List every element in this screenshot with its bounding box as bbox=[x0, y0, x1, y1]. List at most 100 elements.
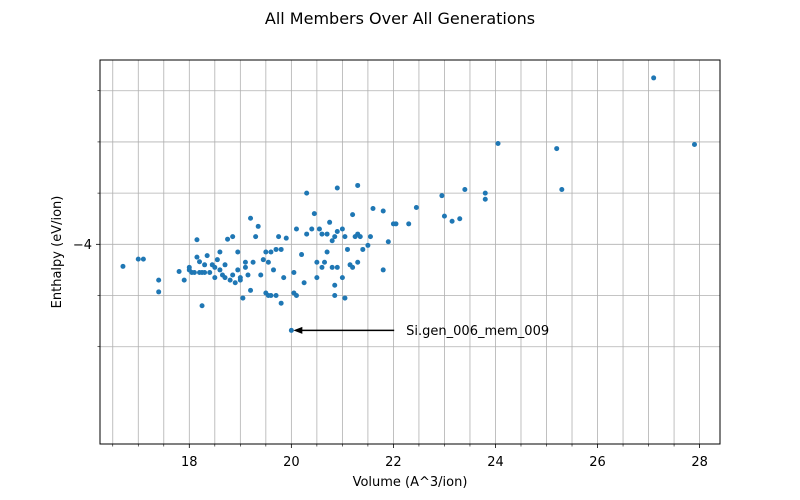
x-axis-label: Volume (A^3/ion) bbox=[353, 475, 468, 490]
data-point bbox=[332, 234, 338, 240]
data-point bbox=[199, 303, 205, 309]
data-point bbox=[230, 234, 236, 240]
data-point bbox=[344, 246, 350, 252]
data-point bbox=[283, 235, 289, 241]
data-point bbox=[293, 226, 299, 232]
data-point bbox=[334, 264, 340, 270]
data-point bbox=[245, 272, 251, 278]
data-point bbox=[176, 268, 182, 274]
data-point bbox=[365, 242, 371, 248]
data-point bbox=[355, 259, 361, 265]
data-point bbox=[406, 221, 412, 227]
data-point bbox=[385, 239, 391, 245]
data-point bbox=[691, 141, 697, 147]
x-tick-label: 24 bbox=[487, 455, 504, 470]
data-point bbox=[263, 249, 269, 255]
data-point bbox=[120, 263, 126, 269]
data-point bbox=[339, 275, 345, 281]
data-point bbox=[270, 267, 276, 273]
data-point bbox=[339, 226, 345, 232]
data-point bbox=[311, 211, 317, 217]
data-point bbox=[230, 272, 236, 278]
data-point bbox=[441, 213, 447, 219]
data-point bbox=[227, 277, 233, 283]
data-point bbox=[559, 187, 565, 193]
data-point bbox=[314, 275, 320, 281]
data-points bbox=[120, 75, 697, 333]
data-point bbox=[355, 182, 361, 188]
annotation: Si.gen_006_mem_009 bbox=[293, 324, 549, 339]
data-point bbox=[248, 215, 254, 221]
annotation-label: Si.gen_006_mem_009 bbox=[406, 324, 549, 339]
data-point bbox=[299, 252, 305, 258]
data-point bbox=[194, 237, 200, 243]
data-point bbox=[360, 246, 366, 252]
data-point bbox=[357, 234, 363, 240]
data-point bbox=[334, 229, 340, 235]
data-point bbox=[232, 280, 238, 286]
data-point bbox=[255, 223, 261, 229]
data-point bbox=[253, 234, 259, 240]
data-point bbox=[324, 231, 330, 237]
x-tick-label: 20 bbox=[283, 455, 300, 470]
data-point bbox=[212, 264, 218, 270]
y-tick-label: −4 bbox=[73, 238, 92, 253]
data-point bbox=[316, 226, 322, 232]
data-point bbox=[329, 264, 335, 270]
data-point bbox=[278, 300, 284, 306]
data-point bbox=[314, 259, 320, 265]
data-point bbox=[304, 231, 310, 237]
data-point bbox=[380, 208, 386, 214]
data-point bbox=[204, 253, 210, 259]
data-point bbox=[319, 231, 325, 237]
data-point bbox=[288, 327, 294, 333]
data-point bbox=[413, 204, 419, 210]
data-point bbox=[181, 277, 187, 283]
data-point bbox=[248, 287, 254, 293]
grid-lines bbox=[100, 60, 720, 444]
annotation-arrowhead bbox=[293, 326, 303, 334]
data-point bbox=[194, 254, 200, 260]
data-point bbox=[370, 205, 376, 211]
data-point bbox=[327, 219, 333, 225]
y-axis-label: Enthalpy (eV/ion) bbox=[50, 196, 65, 309]
data-point bbox=[332, 282, 338, 288]
data-point bbox=[309, 226, 315, 232]
data-point bbox=[140, 256, 146, 262]
data-point bbox=[197, 259, 203, 265]
data-point bbox=[334, 185, 340, 191]
data-point bbox=[281, 275, 287, 281]
data-point bbox=[482, 190, 488, 196]
data-point bbox=[268, 249, 274, 255]
data-point bbox=[651, 75, 657, 81]
data-point bbox=[293, 293, 299, 299]
data-point bbox=[222, 275, 228, 281]
data-point bbox=[273, 246, 279, 252]
data-point bbox=[242, 259, 248, 265]
data-point bbox=[342, 295, 348, 301]
data-point bbox=[462, 187, 468, 193]
data-point bbox=[235, 249, 241, 255]
data-point bbox=[135, 256, 141, 262]
data-point bbox=[482, 196, 488, 202]
data-point bbox=[457, 216, 463, 222]
data-point bbox=[278, 246, 284, 252]
data-point bbox=[291, 269, 297, 275]
data-point bbox=[222, 262, 228, 268]
data-point bbox=[214, 257, 220, 263]
data-point bbox=[380, 267, 386, 273]
data-point bbox=[217, 249, 223, 255]
data-point bbox=[332, 293, 338, 299]
data-point bbox=[237, 275, 243, 281]
data-point bbox=[495, 140, 501, 146]
data-point bbox=[225, 236, 231, 242]
data-point bbox=[350, 212, 356, 218]
data-point bbox=[439, 193, 445, 199]
data-point bbox=[329, 238, 335, 244]
data-point bbox=[258, 272, 264, 278]
data-point bbox=[322, 259, 328, 265]
data-point bbox=[342, 234, 348, 240]
data-point bbox=[301, 280, 307, 286]
plot-frame bbox=[99, 59, 721, 445]
